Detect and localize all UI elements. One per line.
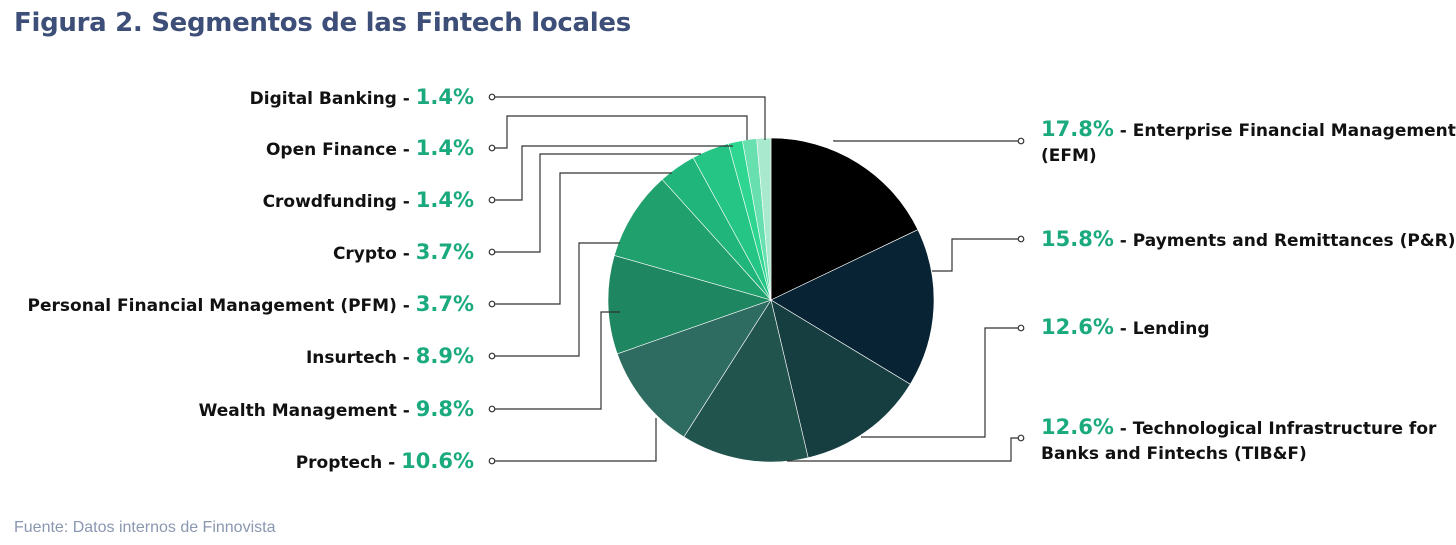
leader-line-enterprise-financial-management-efm xyxy=(833,140,1021,142)
slice-label-wealth-management: Wealth Management - 9.8% xyxy=(199,396,474,424)
slice-percent: 10.6% xyxy=(401,449,474,473)
slice-percent: 3.7% xyxy=(415,240,474,264)
slice-name: Insurtech - xyxy=(305,348,416,368)
slice-name-continued: (EFM) xyxy=(1041,146,1097,166)
slice-label-technological-infrastructure-for-banks-and-fintechs-tib-f: 12.6% - Technological Infrastructure for… xyxy=(1041,415,1436,467)
slice-name: Crowdfunding - xyxy=(262,192,416,212)
leader-line-lending xyxy=(861,327,1021,438)
leader-dot-proptech xyxy=(488,457,496,465)
slice-name: - Technological Infrastructure for xyxy=(1113,419,1437,439)
slice-percent: 1.4% xyxy=(415,136,474,160)
slice-label-payments-and-remittances-p-r: 15.8% - Payments and Remittances (P&R) xyxy=(1041,227,1456,254)
leader-dot-payments-and-remittances-p-r xyxy=(1017,235,1025,243)
leader-line-insurtech xyxy=(492,242,620,357)
leader-dot-open-finance xyxy=(488,144,496,152)
slice-percent: 3.7% xyxy=(415,292,474,316)
leader-line-digital-banking xyxy=(492,96,766,140)
slice-name: - Lending xyxy=(1113,319,1210,339)
slice-label-lending: 12.6% - Lending xyxy=(1041,315,1209,342)
slice-percent: 12.6% xyxy=(1041,415,1114,439)
pie-slice-payments-and-remittances-p-r xyxy=(770,229,935,385)
slice-name: Crypto - xyxy=(332,244,416,264)
source-note: Fuente: Datos internos de Finnovista xyxy=(14,519,276,536)
slice-label-enterprise-financial-management-efm: 17.8% - Enterprise Financial Management (… xyxy=(1041,117,1456,169)
leader-dot-personal-financial-management-pfm xyxy=(488,300,496,308)
slice-name: Personal Financial Management (PFM) - xyxy=(27,296,416,316)
slice-name: - Enterprise Financial Management xyxy=(1113,121,1456,141)
leader-line-proptech xyxy=(492,418,657,462)
slice-percent: 1.4% xyxy=(415,188,474,212)
pie-slice-lending xyxy=(770,299,911,459)
leader-dot-technological-infrastructure-for-banks-and-fintechs-tib-f xyxy=(1017,434,1025,442)
slice-percent: 15.8% xyxy=(1041,227,1114,251)
slice-label-personal-financial-management-pfm: Personal Financial Management (PFM) - 3.… xyxy=(28,291,474,319)
leader-lines xyxy=(488,93,1025,465)
slice-name: Proptech - xyxy=(295,453,402,473)
slice-percent: 8.9% xyxy=(415,344,474,368)
leader-line-personal-financial-management-pfm xyxy=(492,172,672,305)
slice-percent: 9.8% xyxy=(415,397,474,421)
leader-line-open-finance xyxy=(492,115,748,149)
slice-name: Digital Banking - xyxy=(249,89,416,109)
slice-percent: 12.6% xyxy=(1041,315,1114,339)
pie-slice-digital-banking xyxy=(756,137,772,301)
pie-slice-wealth-management xyxy=(607,255,772,355)
leader-dot-crypto xyxy=(488,248,496,256)
slice-label-insurtech: Insurtech - 8.9% xyxy=(306,343,474,371)
slice-label-proptech: Proptech - 10.6% xyxy=(296,448,474,476)
leader-dot-insurtech xyxy=(488,352,496,360)
leader-dot-wealth-management xyxy=(488,405,496,413)
leader-line-technological-infrastructure-for-banks-and-fintechs-tib-f xyxy=(787,437,1021,462)
leader-dot-crowdfunding xyxy=(488,196,496,204)
chart-title: Figura 2. Segmentos de las Fintech local… xyxy=(14,8,631,38)
pie-slices xyxy=(607,137,935,463)
leader-line-payments-and-remittances-p-r xyxy=(932,238,1021,272)
leader-line-wealth-management xyxy=(492,311,620,410)
leader-line-crypto xyxy=(492,153,701,253)
slice-name: Wealth Management - xyxy=(198,401,416,421)
pie-slice-enterprise-financial-management-efm xyxy=(770,137,919,301)
leader-dot-lending xyxy=(1017,324,1025,332)
leader-line-crowdfunding xyxy=(492,145,733,201)
pie-slice-insurtech xyxy=(613,178,772,301)
slice-label-crypto: Crypto - 3.7% xyxy=(333,239,474,267)
pie-slice-technological-infrastructure-for-banks-and-fintechs-tib-f xyxy=(683,299,809,463)
pie-slice-proptech xyxy=(616,299,772,438)
leader-dot-digital-banking xyxy=(488,93,496,101)
slice-label-open-finance: Open Finance - 1.4% xyxy=(266,135,474,163)
slice-label-crowdfunding: Crowdfunding - 1.4% xyxy=(263,187,474,215)
slice-percent: 1.4% xyxy=(415,85,474,109)
slice-percent: 17.8% xyxy=(1041,117,1114,141)
slice-label-digital-banking: Digital Banking - 1.4% xyxy=(250,84,474,112)
slice-name-continued: Banks and Fintechs (TIB&F) xyxy=(1041,444,1307,464)
leader-dot-enterprise-financial-management-efm xyxy=(1017,137,1025,145)
slice-name: Open Finance - xyxy=(265,140,416,160)
slice-name: - Payments and Remittances (P&R) xyxy=(1113,231,1456,251)
